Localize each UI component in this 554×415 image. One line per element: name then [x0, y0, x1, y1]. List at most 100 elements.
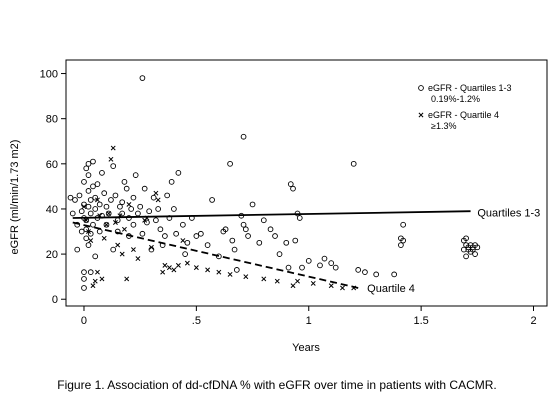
circle-point	[87, 269, 94, 275]
y-tick-label: 20	[46, 249, 58, 261]
circle-point	[463, 235, 469, 242]
circle-point	[74, 221, 81, 228]
x-point	[295, 278, 300, 284]
circle-point	[209, 197, 215, 203]
circle-point	[296, 215, 303, 221]
circle-point	[146, 208, 153, 215]
x-point	[119, 251, 125, 257]
x-point	[328, 283, 334, 289]
x-axis-label: Years	[292, 342, 320, 354]
y-tick-label: 40	[46, 204, 58, 216]
circle-point	[222, 226, 229, 233]
y-tick-label: 100	[40, 69, 58, 81]
circle-point	[299, 264, 305, 271]
x-point	[81, 204, 87, 210]
circle-point	[90, 158, 96, 165]
x-point	[101, 235, 107, 241]
x-point	[99, 276, 105, 282]
circle-point	[78, 208, 85, 215]
x-point	[160, 269, 166, 275]
circle-point	[285, 264, 292, 271]
x-axis: 0 .5 1 1.5 2	[81, 306, 537, 327]
circle-point	[85, 203, 92, 210]
x-point	[162, 262, 168, 268]
circle-point	[81, 179, 87, 185]
x-point	[310, 280, 316, 286]
circle-point	[92, 206, 99, 212]
x-tick-label: 2	[530, 315, 536, 327]
plot-frame	[65, 59, 548, 307]
quartile-4-fit-line	[72, 221, 359, 289]
y-axis: 0 20 40 60 80 100	[40, 69, 66, 306]
circle-point	[72, 197, 78, 203]
line-annotation: Quartiles 1-3	[477, 207, 540, 219]
circle-point	[119, 210, 126, 217]
circle-point	[240, 133, 247, 140]
x-point	[121, 226, 127, 232]
circle-point	[117, 203, 123, 210]
fit-lines	[72, 210, 471, 289]
circle-point	[157, 226, 164, 233]
circle-point	[150, 194, 157, 201]
circle-point	[78, 228, 85, 235]
circle-point	[110, 163, 117, 169]
x-point	[227, 271, 233, 277]
circle-point	[85, 242, 92, 248]
x-point	[124, 276, 130, 282]
plot-border	[65, 59, 548, 307]
circle-point	[240, 221, 247, 228]
circle-point	[227, 160, 233, 167]
circle-point	[101, 190, 108, 197]
x-point	[290, 283, 296, 289]
x-point	[104, 222, 109, 228]
circle-point	[90, 221, 96, 228]
y-tick-label: 60	[46, 159, 58, 171]
circle-point	[81, 269, 87, 275]
legend-circle-marker	[418, 85, 424, 91]
circle-point	[283, 239, 290, 246]
circle-point	[126, 215, 132, 221]
circle-point	[99, 169, 105, 176]
circle-point	[229, 237, 236, 244]
x-point	[261, 276, 267, 282]
x-point	[126, 201, 132, 207]
x-point	[155, 197, 161, 203]
x-point	[86, 229, 91, 234]
circle-point	[474, 244, 481, 251]
circle-point	[162, 233, 168, 239]
x-point	[92, 278, 98, 284]
circle-point	[87, 197, 94, 203]
circle-point	[96, 228, 103, 235]
circle-point	[83, 235, 90, 242]
x-point	[153, 190, 159, 196]
circle-point	[182, 251, 188, 257]
circle-point	[256, 239, 263, 246]
circle-point	[137, 203, 144, 210]
circle-point	[92, 253, 99, 260]
x-point	[180, 238, 186, 244]
quartiles-1-3-fit-line	[72, 210, 471, 219]
circle-point	[332, 264, 339, 271]
circle-point	[92, 194, 99, 201]
circle-point	[180, 221, 186, 228]
circle-point	[112, 192, 119, 199]
circle-point	[400, 237, 406, 244]
x-point	[112, 220, 118, 225]
y-tick-label: 80	[46, 114, 58, 126]
figure-caption: Figure 1. Association of dd-cfDNA % with…	[57, 378, 497, 392]
x-tick-label: .5	[192, 315, 201, 327]
x-point	[205, 267, 211, 273]
circle-point	[184, 239, 191, 246]
line-annotations: Quartiles 1-3 Quartile 4	[367, 207, 540, 295]
x-point	[110, 145, 116, 151]
x-point	[115, 242, 121, 248]
circle-point	[81, 276, 87, 282]
circle-point	[85, 188, 92, 194]
circle-point	[153, 217, 159, 224]
x-point	[166, 265, 172, 271]
x-point	[193, 265, 199, 271]
x-tick-label: 1	[306, 315, 312, 327]
circle-point	[272, 233, 278, 239]
circle-point	[171, 206, 177, 212]
